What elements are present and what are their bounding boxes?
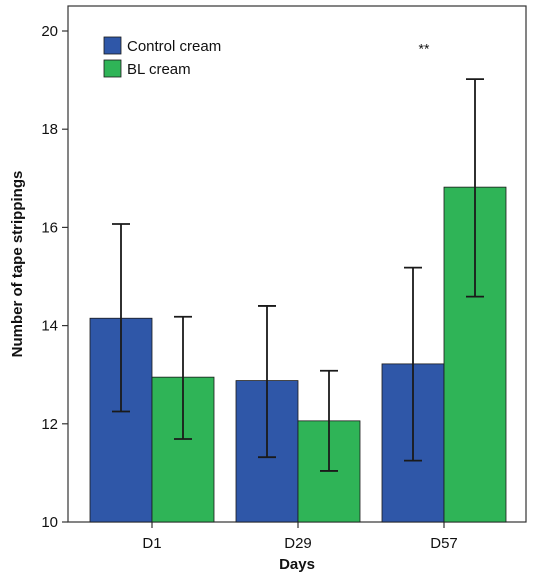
error-bar-control-cream-d1 — [112, 223, 130, 413]
y-tick-label: 16 — [41, 219, 58, 236]
y-axis-title: Number of tape strippings — [9, 171, 26, 358]
error-bar-bl-cream-d57 — [466, 78, 484, 298]
x-axis-title: Days — [279, 556, 315, 573]
error-bar-bl-cream-d1 — [174, 315, 192, 440]
legend-label-bl-cream: BL cream — [127, 61, 191, 78]
error-bar-control-cream-d57 — [404, 266, 422, 462]
error-bars — [112, 78, 484, 472]
error-bar-control-cream-d29 — [258, 305, 276, 459]
y-tick-label: 10 — [41, 514, 58, 531]
legend-swatch-bl-cream — [103, 59, 122, 78]
x-tick-label: D29 — [284, 535, 312, 552]
legend: Control cream BL cream — [103, 36, 221, 78]
significance-annotation: ** — [419, 41, 430, 57]
x-tick-label: D57 — [430, 535, 458, 552]
y-tick-label: 18 — [41, 121, 58, 138]
error-bar-bl-cream-d29 — [320, 369, 338, 472]
legend-label-control-cream: Control cream — [127, 38, 221, 55]
y-tick-label: 12 — [41, 416, 58, 433]
legend-swatch-control-cream — [103, 36, 122, 55]
y-tick-label: 14 — [41, 318, 58, 335]
x-tick-label: D1 — [142, 535, 161, 552]
annotations: ** — [419, 41, 430, 57]
y-axis: 10 12 14 16 18 20 — [41, 23, 68, 531]
x-axis: D1 D29 D57 — [142, 522, 458, 552]
y-tick-label: 20 — [41, 23, 58, 40]
